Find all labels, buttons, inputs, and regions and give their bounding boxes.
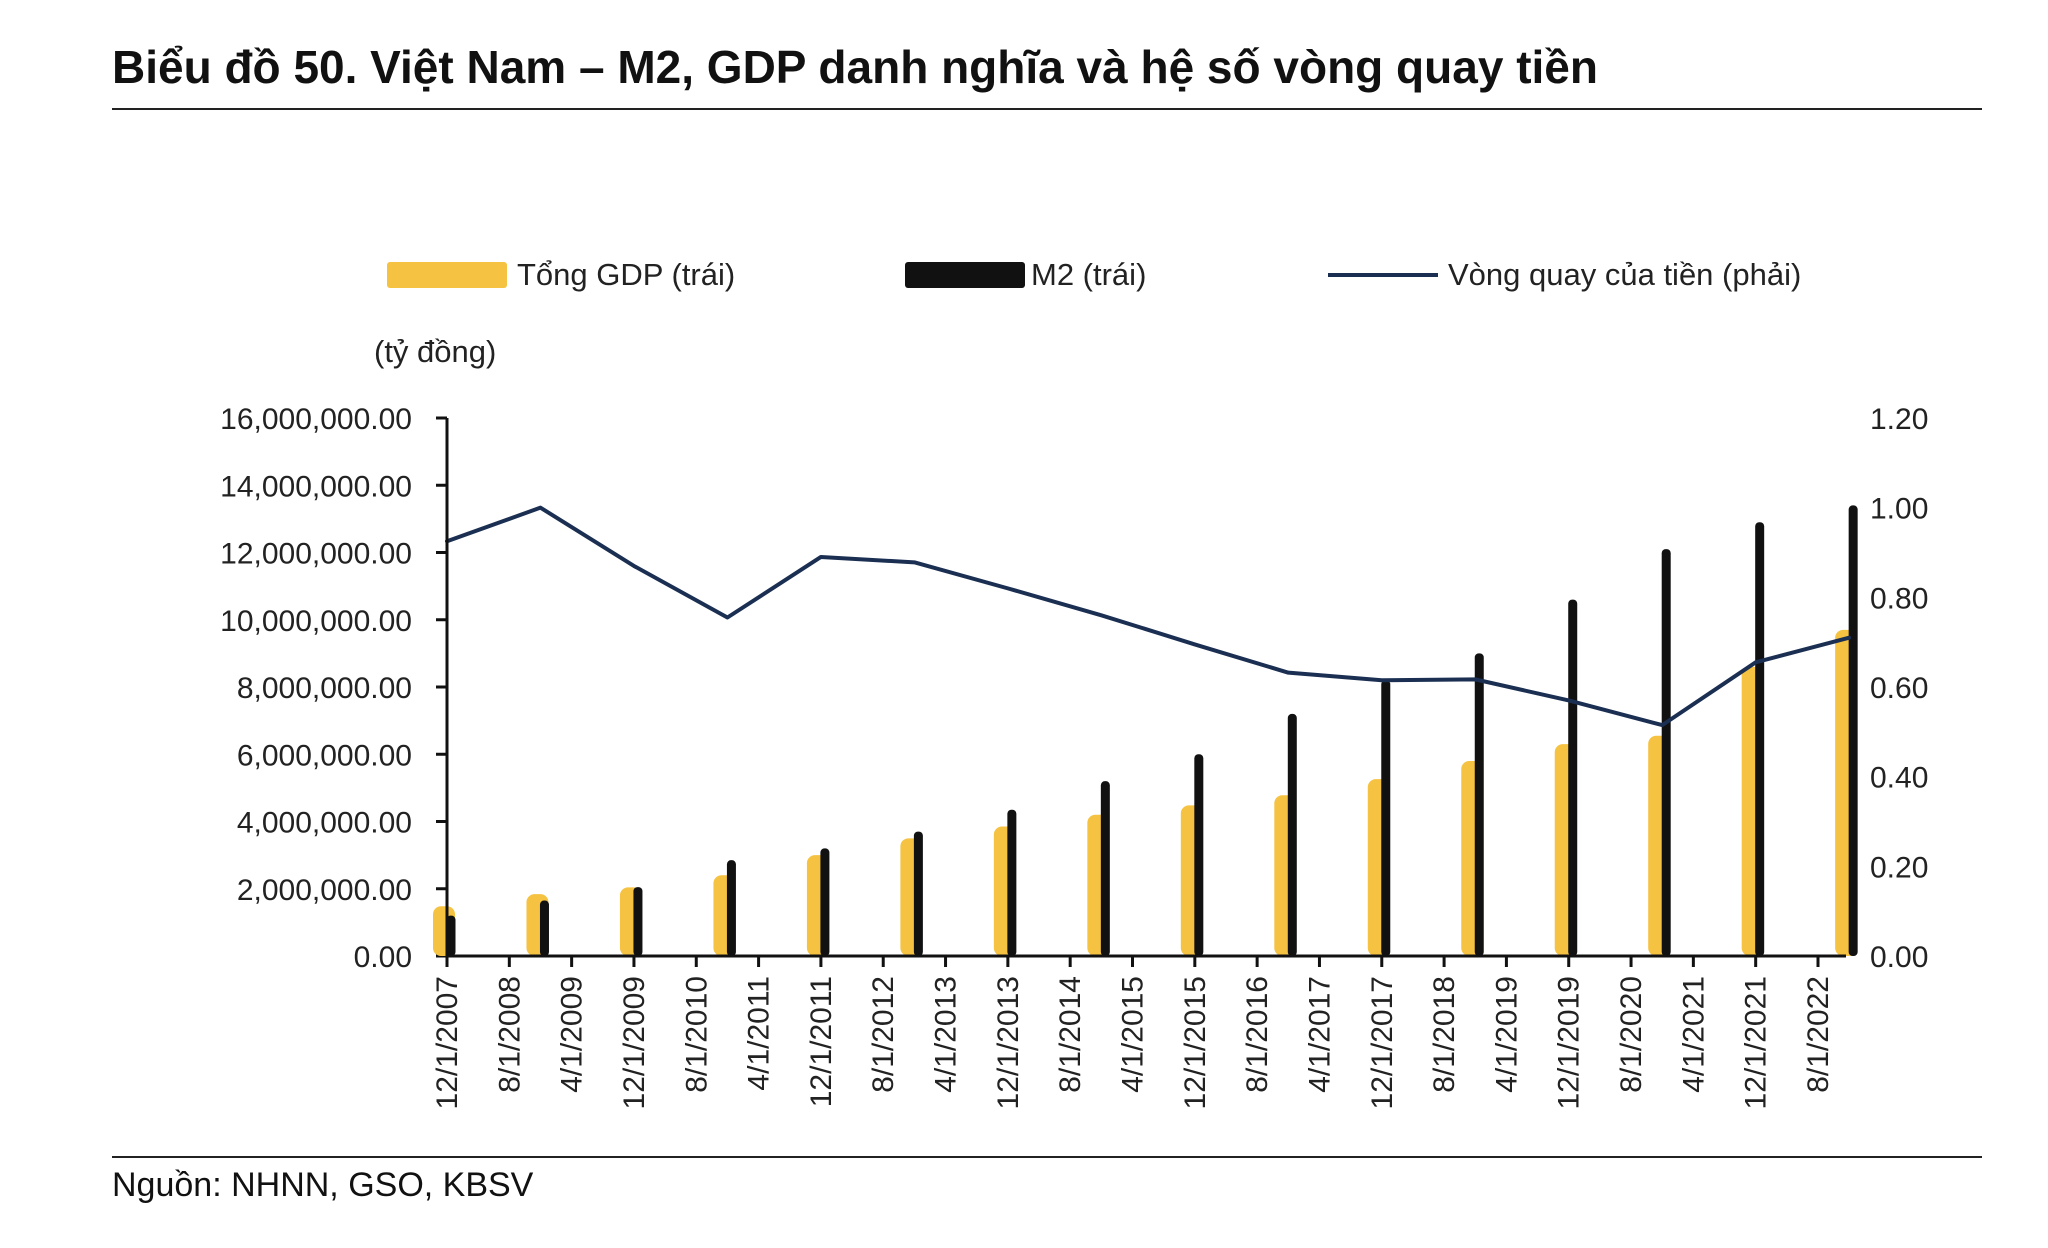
unit-label: (tỷ đồng): [374, 334, 496, 369]
x-tick-label: 4/1/2011: [743, 976, 776, 1091]
m2-bar: [1381, 680, 1391, 956]
m2-bar: [1755, 522, 1765, 956]
axes: [445, 418, 1846, 958]
m2-bar: [1848, 505, 1858, 956]
right-axis-ticks: 0.00 0.20 0.40 0.60 0.80 1.00 1.20: [1870, 403, 1928, 974]
m2-bar: [913, 831, 923, 956]
x-tick-label: 8/1/2018: [1428, 976, 1461, 1093]
m2-bar: [1661, 549, 1671, 956]
m2-bar: [1007, 809, 1017, 956]
x-tick-label: 12/1/2011: [805, 976, 838, 1107]
x-tick-label: 4/1/2013: [930, 976, 963, 1093]
x-tick-label: 4/1/2021: [1677, 976, 1710, 1093]
left-tick-label: 0.00: [354, 941, 412, 974]
x-tick-label: 8/1/2022: [1802, 976, 1835, 1093]
m2-bar: [539, 900, 549, 956]
legend: Tổng GDP (trái) M2 (trái) Vòng quay của …: [387, 257, 1801, 292]
chart-title: Biểu đồ 50. Việt Nam – M2, GDP danh nghĩ…: [112, 41, 1598, 93]
source-note: Nguồn: NHNN, GSO, KBSV: [112, 1166, 534, 1204]
x-tick-label: 12/1/2019: [1553, 976, 1586, 1109]
x-tick-label: 4/1/2015: [1117, 976, 1150, 1093]
left-tick-label: 6,000,000.00: [237, 739, 412, 772]
x-tick-label: 4/1/2019: [1490, 976, 1523, 1093]
legend-swatch-m2: [905, 262, 1025, 288]
m2-bar: [1568, 599, 1578, 956]
bars: [433, 505, 1858, 956]
left-tick-label: 16,000,000.00: [220, 403, 412, 436]
x-tick-label: 8/1/2008: [493, 976, 526, 1093]
legend-label-velocity: Vòng quay của tiền (phải): [1448, 257, 1801, 292]
x-tick-label: 12/1/2009: [618, 976, 651, 1109]
velocity-line: [445, 505, 1852, 728]
right-tick-label: 1.00: [1870, 493, 1928, 526]
legend-swatch-gdp: [387, 262, 507, 288]
x-axis-ticks: 12/1/2007 8/1/2008 4/1/2009 12/1/2009 8/1/20…: [431, 956, 1835, 1109]
x-tick-label: 4/1/2009: [556, 976, 589, 1093]
velocity-line-layer: [445, 505, 1852, 728]
legend-label-gdp: Tổng GDP (trái): [517, 257, 735, 292]
left-tick-label: 2,000,000.00: [237, 874, 412, 907]
right-tick-label: 1.20: [1870, 403, 1928, 436]
x-tick-label: 8/1/2012: [867, 976, 900, 1093]
x-tick-label: 12/1/2017: [1366, 976, 1399, 1109]
title-divider: [112, 108, 1982, 110]
x-tick-label: 12/1/2021: [1740, 976, 1773, 1109]
m2-bar: [1100, 781, 1110, 956]
x-tick-label: 12/1/2015: [1179, 976, 1212, 1109]
m2-bar: [820, 848, 830, 956]
x-tick-label: 8/1/2010: [680, 976, 713, 1093]
x-tick-label: 8/1/2016: [1241, 976, 1274, 1093]
footer-divider: [112, 1156, 1982, 1158]
m2-bar: [446, 915, 456, 956]
left-tick-label: 14,000,000.00: [220, 470, 412, 503]
left-axis-ticks: 0.00 2,000,000.00 4,000,000.00 6,000,000.00…: [220, 403, 447, 974]
x-tick-label: 8/1/2014: [1054, 976, 1087, 1093]
x-tick-label: 12/1/2013: [992, 976, 1025, 1109]
right-tick-label: 0.80: [1870, 582, 1928, 615]
legend-label-m2: M2 (trái): [1031, 257, 1146, 292]
left-tick-label: 12,000,000.00: [220, 538, 412, 571]
x-tick-label: 12/1/2007: [431, 976, 464, 1109]
right-tick-label: 0.20: [1870, 851, 1928, 884]
m2-bar: [1287, 713, 1297, 956]
left-tick-label: 4,000,000.00: [237, 807, 412, 840]
right-tick-label: 0.60: [1870, 672, 1928, 705]
m2-bar: [633, 887, 643, 956]
x-tick-label: 4/1/2017: [1303, 976, 1336, 1093]
x-tick-label: 8/1/2020: [1615, 976, 1648, 1093]
m2-bar: [1474, 653, 1484, 956]
right-tick-label: 0.00: [1870, 941, 1928, 974]
right-tick-label: 0.40: [1870, 762, 1928, 795]
chart: Tổng GDP (trái) M2 (trái) Vòng quay của …: [220, 257, 1928, 1109]
m2-bar: [1194, 754, 1204, 956]
left-tick-label: 8,000,000.00: [237, 672, 412, 705]
left-tick-label: 10,000,000.00: [220, 605, 412, 638]
m2-bar: [726, 860, 736, 956]
